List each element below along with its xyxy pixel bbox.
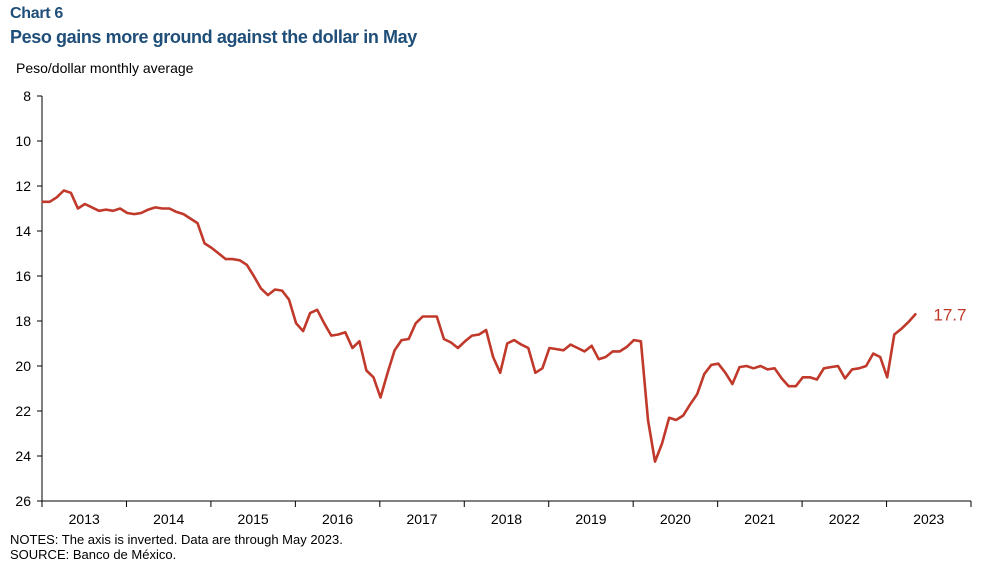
x-axis: 2013 2014 2015 2016 2017 2018 2019 2020 2021 2022… — [41, 500, 972, 527]
source-text: SOURCE: Banco de México. — [10, 547, 177, 562]
series-line — [41, 189, 917, 463]
x-tick-label: 2018 — [491, 511, 522, 527]
chart-title: Peso gains more ground against the dolla… — [10, 27, 417, 47]
x-tick-label: 2015 — [238, 511, 269, 527]
y-tick-label: 24 — [15, 448, 31, 464]
series-layer: 17.7 — [41, 189, 966, 463]
y-tick-label: 14 — [15, 223, 31, 239]
x-tick-label: 2013 — [69, 511, 100, 527]
x-tick-label: 2016 — [322, 511, 353, 527]
chart-notes: NOTES: The axis is inverted. Data are th… — [10, 532, 343, 562]
y-tick-label: 12 — [15, 178, 31, 194]
notes-text: NOTES: The axis is inverted. Data are th… — [10, 532, 343, 547]
x-tick-label: 2014 — [153, 511, 184, 527]
y-tick-label: 16 — [15, 268, 31, 284]
y-axis: 8 10 12 14 16 18 20 22 24 26 — [15, 88, 43, 509]
y-tick-label: 26 — [15, 493, 31, 509]
x-tick-label: 2022 — [829, 511, 860, 527]
y-tick-label: 18 — [15, 313, 31, 329]
y-axis-label: Peso/dollar monthly average — [16, 60, 194, 76]
y-tick-label: 22 — [15, 403, 31, 419]
x-tick-label: 2023 — [913, 511, 944, 527]
y-tick-label: 8 — [23, 88, 31, 104]
x-tick-label: 2017 — [406, 511, 437, 527]
y-tick-label: 10 — [15, 133, 31, 149]
x-tick-label: 2021 — [744, 511, 775, 527]
x-tick-label: 2019 — [575, 511, 606, 527]
end-value-label: 17.7 — [933, 305, 966, 324]
chart-number: Chart 6 — [10, 5, 64, 22]
y-tick-label: 20 — [15, 358, 31, 374]
x-tick-label: 2020 — [660, 511, 691, 527]
